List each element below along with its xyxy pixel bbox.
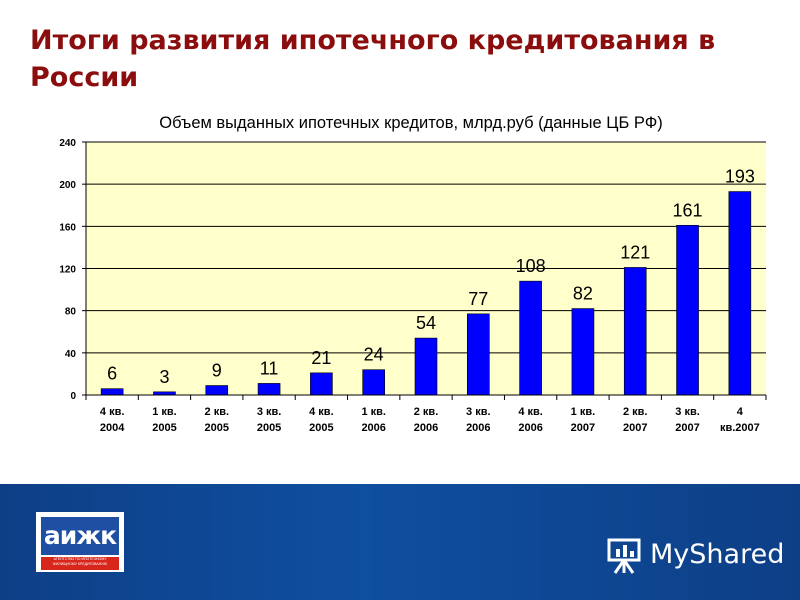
x-tick-label: 2005: [152, 422, 176, 434]
x-tick-labels: 4 кв. 2004 1 кв. 2005 2 кв. 2005 3 кв. 2005 4 кв…: [100, 406, 760, 434]
x-tick-label: 2 кв.: [414, 406, 439, 418]
bar: [676, 224, 699, 396]
bar: [205, 385, 229, 396]
x-tick-label: кв.2007: [720, 422, 760, 434]
x-tick-label: 2006: [518, 422, 542, 434]
data-label: 108: [516, 256, 546, 276]
bar: [414, 337, 438, 396]
bar: [362, 369, 385, 396]
x-tick-label: 3 кв.: [257, 406, 282, 418]
brand-name: MyShared: [650, 539, 785, 570]
x-tick-label: 4 кв.: [100, 406, 125, 418]
y-tick-label: 80: [65, 307, 77, 318]
data-label: 21: [311, 348, 331, 368]
bar: [728, 191, 752, 396]
chart-title: Объем выданных ипотечных кредитов, млрд.…: [159, 114, 662, 132]
x-tick-label: 4 кв.: [309, 406, 334, 418]
x-tick-label: 3 кв.: [675, 406, 700, 418]
aijk-logo: аижк АГЕНТСТВО ПО ИПОТЕЧНОМУ ЖИЛИЩНОМУ К…: [36, 512, 124, 572]
x-tick-label: 2 кв.: [205, 406, 230, 418]
bar: [519, 280, 542, 396]
logo-subtitle: АГЕНТСТВО ПО ИПОТЕЧНОМУ ЖИЛИЩНОМУ КРЕДИТ…: [41, 557, 119, 570]
y-tick-label: 0: [70, 391, 76, 402]
data-label: 6: [107, 364, 117, 384]
x-tick-label: 2004: [100, 422, 125, 434]
y-tick-label: 160: [59, 222, 76, 233]
bar: [623, 267, 647, 396]
data-label: 77: [468, 289, 488, 309]
bar: [100, 388, 124, 396]
x-tick-label: 2005: [309, 422, 333, 434]
bars: [100, 191, 752, 396]
x-tick-label: 2 кв.: [623, 406, 648, 418]
data-label: 54: [416, 313, 436, 333]
data-label: 161: [673, 200, 703, 220]
data-label: 9: [212, 361, 222, 381]
page-title: Итоги развития ипотечного кредитования в…: [30, 25, 716, 93]
x-tick-label: 2007: [623, 422, 647, 434]
data-label: 24: [364, 345, 384, 365]
data-label: 11: [260, 358, 279, 378]
x-tick-label: 3 кв.: [466, 406, 491, 418]
y-tick-label: 240: [59, 138, 76, 149]
bar: [310, 372, 333, 396]
axes: [82, 141, 767, 400]
data-label: 82: [573, 284, 593, 304]
footer-band: [0, 484, 800, 600]
x-tick-label: 2006: [414, 422, 438, 434]
y-tick-label: 200: [59, 180, 76, 191]
x-tick-label: 4 кв.: [518, 406, 543, 418]
x-tick-label: 1 кв.: [152, 406, 177, 418]
x-tick-label: 2006: [361, 422, 385, 434]
y-tick-label: 120: [59, 265, 76, 276]
data-labels: 6 3 9 11 21 24 54 77 108 82 121 161 193: [107, 167, 755, 387]
y-tick-label: 40: [65, 349, 77, 360]
x-tick-label: 2005: [205, 422, 229, 434]
bar: [571, 308, 595, 396]
x-tick-label: 2005: [257, 422, 281, 434]
bar-chart: Объем выданных ипотечных кредитов, млрд.…: [59, 114, 767, 434]
bar: [257, 383, 281, 396]
x-tick-label: 2006: [466, 422, 490, 434]
y-tick-labels: 0 40 80 120 160 200 240: [59, 138, 76, 402]
x-tick-label: 1 кв.: [361, 406, 386, 418]
logo-mark: аижк: [41, 517, 119, 555]
x-tick-label: 2007: [675, 422, 699, 434]
x-tick-label: 2007: [571, 422, 595, 434]
x-tick-label: 4: [737, 406, 744, 418]
data-label: 193: [725, 167, 755, 187]
x-tick-label: 1 кв.: [571, 406, 596, 418]
data-label: 3: [159, 367, 169, 387]
presentation-screen-icon: [607, 538, 641, 574]
data-label: 121: [620, 242, 650, 262]
bar: [467, 313, 490, 396]
gridlines: [86, 141, 766, 354]
